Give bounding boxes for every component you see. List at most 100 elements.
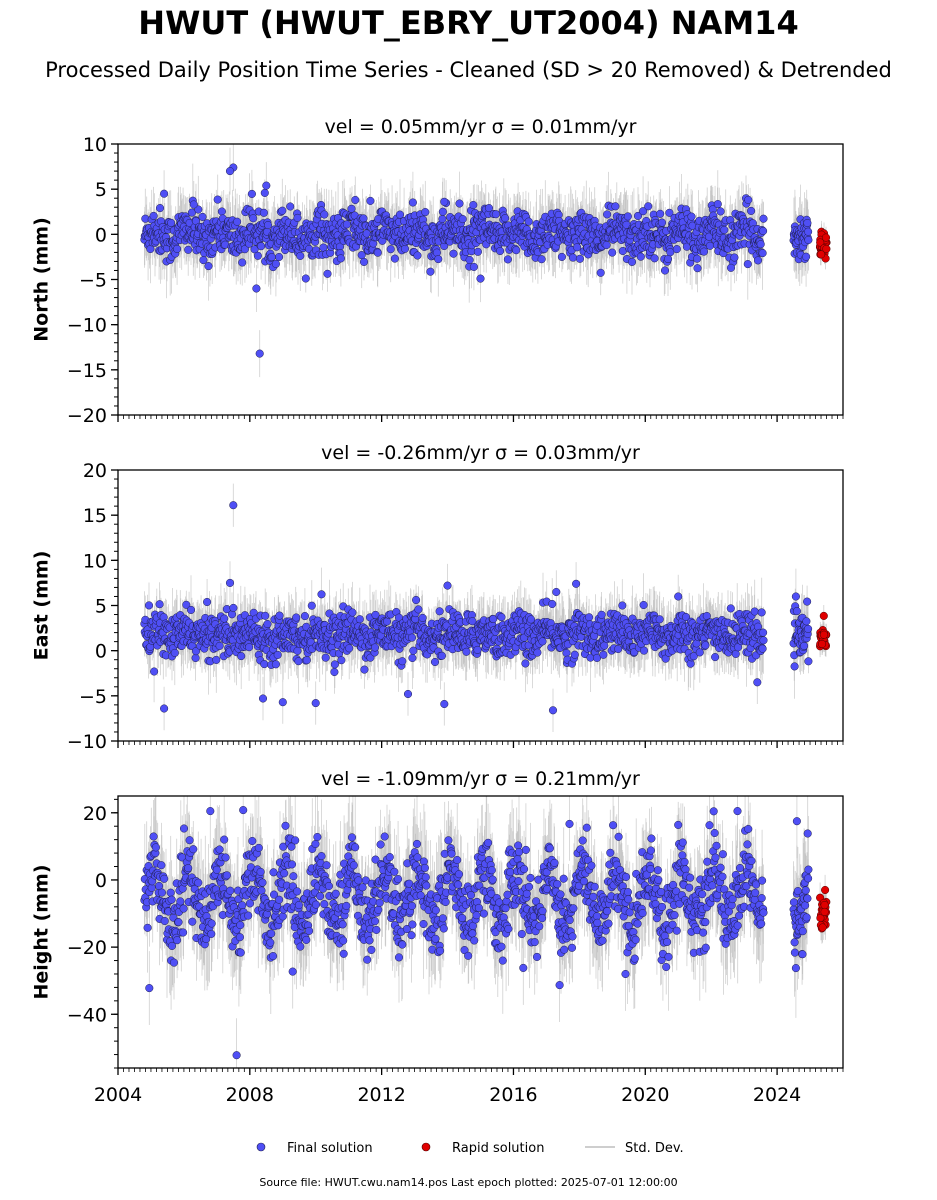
- north-final-point: [636, 252, 645, 261]
- north-final-point: [758, 249, 767, 258]
- north-final-point: [267, 253, 276, 262]
- east-final-point: [300, 612, 309, 621]
- north-final-point: [713, 200, 722, 209]
- north-final-point: [524, 217, 533, 226]
- north-final-point: [301, 274, 310, 283]
- north-final-point: [249, 214, 258, 223]
- north-final-point: [557, 252, 566, 261]
- north-final-point: [568, 253, 578, 262]
- north-final-point: [596, 268, 605, 277]
- north-final-point: [217, 207, 226, 216]
- north-final-point: [408, 198, 417, 207]
- north-final-point: [458, 215, 467, 224]
- north-final-point: [744, 195, 753, 204]
- north-final-point: [503, 255, 512, 264]
- east-final-point: [370, 643, 380, 652]
- east-final-point: [212, 655, 221, 664]
- north-final-point: [342, 220, 351, 229]
- north-final-point: [650, 254, 659, 263]
- east-final-point: [330, 660, 339, 669]
- east-final-point: [150, 667, 159, 676]
- north-final-point: [347, 204, 356, 213]
- east-final-point: [317, 590, 326, 599]
- north-final-point: [260, 188, 269, 197]
- north-final-point: [434, 255, 443, 264]
- north-final-point: [730, 253, 739, 262]
- north-final-point: [259, 208, 268, 217]
- north-ytick-label: 0: [95, 224, 107, 246]
- north-final-point: [189, 200, 198, 209]
- east-final-point: [307, 601, 316, 610]
- north-final-point: [501, 214, 510, 223]
- north-ytick-label: 5: [95, 179, 107, 201]
- north-final-point: [233, 217, 242, 226]
- north-final-point: [753, 256, 763, 265]
- north-final-point: [627, 257, 637, 266]
- east-final-point: [355, 615, 364, 624]
- north-final-point: [611, 202, 620, 211]
- north-final-point: [400, 244, 410, 253]
- north-final-point: [184, 245, 193, 254]
- east-std-dev-bars: [143, 483, 827, 732]
- north-final-point: [469, 262, 478, 271]
- north-final-point: [275, 252, 284, 262]
- north-final-point: [213, 195, 222, 204]
- east-final-point: [294, 657, 303, 666]
- north-std-dev-bars: [143, 144, 827, 378]
- east-final-point: [337, 656, 346, 665]
- north-final-point: [198, 212, 207, 221]
- north-final-point: [247, 189, 256, 198]
- north-final-point: [149, 211, 158, 220]
- north-final-point: [660, 266, 670, 275]
- east-final-point: [271, 660, 280, 669]
- north-final-point: [155, 204, 165, 213]
- east-final-point: [237, 652, 246, 661]
- east-final-point: [302, 656, 311, 665]
- north-final-point: [278, 206, 287, 215]
- east-final-point: [348, 608, 357, 617]
- north-final-point: [496, 246, 505, 256]
- north-final-point: [602, 240, 611, 250]
- north-final-point: [644, 202, 653, 211]
- north-final-point: [705, 241, 715, 250]
- north-final-point: [720, 225, 729, 234]
- north-final-point: [693, 264, 702, 273]
- north-final-point: [623, 212, 632, 221]
- east-final-point: [229, 603, 238, 612]
- figure-title: HWUT (HWUT_EBRY_UT2004) NAM14: [0, 4, 937, 42]
- north-rapid-point: [817, 250, 826, 259]
- north-final-point: [573, 243, 582, 252]
- north-final-point: [351, 195, 360, 205]
- north-axis-ticks: 10 5 0 −5 −10 −15 −20: [67, 134, 844, 427]
- north-final-point: [386, 245, 395, 254]
- north-final-point: [672, 245, 681, 254]
- east-final-point: [245, 643, 254, 652]
- north-final-point: [699, 247, 709, 256]
- north-final-point: [366, 196, 375, 205]
- north-ytick-label: −20: [67, 405, 107, 427]
- east-final-point: [321, 653, 330, 662]
- north-final-point: [491, 210, 500, 219]
- north-final-point: [716, 207, 725, 216]
- north-final-point: [390, 254, 399, 263]
- east-final-point: [220, 614, 229, 623]
- north-final-point: [240, 245, 249, 254]
- north-final-point: [438, 214, 447, 224]
- north-final-point: [455, 199, 464, 208]
- east-panel-title: vel = -0.26mm/yr σ = 0.03mm/yr: [321, 442, 640, 464]
- north-final-point: [608, 248, 617, 257]
- north-final-point: [804, 235, 813, 245]
- north-final-point: [756, 240, 765, 249]
- north-final-point: [263, 221, 273, 230]
- east-final-point: [191, 653, 200, 663]
- north-final-point: [759, 226, 768, 236]
- east-final-point: [170, 648, 179, 657]
- east-final-point: [292, 613, 301, 622]
- north-final-point: [743, 260, 752, 269]
- north-final-point: [204, 262, 213, 271]
- east-final-point: [330, 667, 339, 677]
- north-final-point: [320, 210, 329, 219]
- north-final-point: [293, 213, 302, 222]
- north-ytick-label: 10: [83, 134, 107, 156]
- north-final-point: [359, 214, 368, 223]
